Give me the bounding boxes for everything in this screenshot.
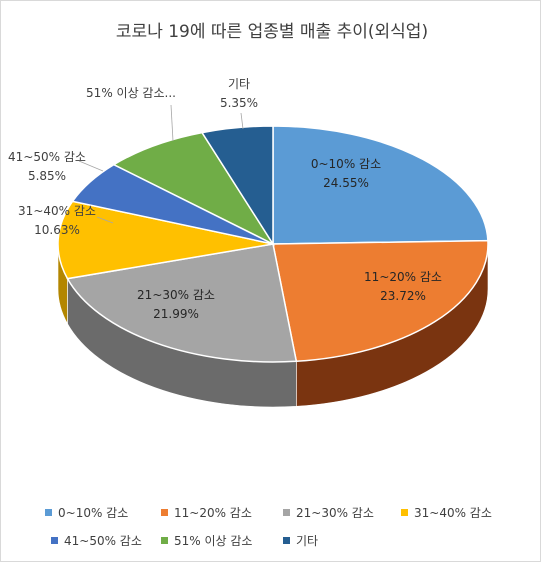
slice-label-21-30-감소: 21~30% 감소	[137, 288, 215, 302]
leader-line	[96, 216, 114, 224]
slice-value-21-30-감소: 21.99%	[153, 307, 199, 321]
legend-label-0-10-감소: 0~10% 감소	[58, 506, 128, 520]
legend-swatch-41-50-감소	[51, 537, 58, 544]
slice-51-이상-감소	[112, 131, 276, 246]
leader-line	[78, 160, 104, 172]
legend-swatch-0-10-감소	[45, 509, 52, 516]
slice-label-41-50-감소: 41~50% 감소	[8, 150, 86, 164]
leader-line	[240, 112, 244, 130]
slice-31-40-감소	[57, 200, 274, 280]
slice-value-31-40-감소: 10.63%	[34, 223, 80, 237]
slice-기타	[200, 125, 274, 247]
slice-value-기타: 5.35%	[220, 96, 258, 110]
legend-label-41-50-감소: 41~50% 감소	[64, 534, 142, 548]
slice-labels: 0~10% 감소 24.55% 11~20% 감소 23.72% 21~30% 감소 21…	[8, 77, 442, 321]
legend-swatch-11-20-감소	[161, 509, 168, 516]
slice-label-0-10-감소: 0~10% 감소	[311, 157, 381, 171]
slice-label-31-40-감소: 31~40% 감소	[18, 204, 96, 218]
slice-21-30-감소	[66, 243, 298, 363]
legend: 0~10% 감소 11~20% 감소 21~30% 감소 31~40% 감소 41~50…	[45, 506, 492, 548]
legend-swatch-51-이상-감소	[161, 537, 168, 544]
chart-title: 코로나 19에 따른 업종별 매출 추이(외식업)	[116, 22, 428, 42]
pie-slices	[57, 125, 489, 363]
legend-label-11-20-감소: 11~20% 감소	[174, 506, 252, 520]
slice-value-0-10-감소: 24.55%	[323, 176, 369, 190]
slice-11-20-감소	[272, 239, 489, 363]
legend-swatch-21-30-감소	[283, 509, 290, 516]
slice-value-11-20-감소: 23.72%	[380, 289, 426, 303]
legend-label-기타: 기타	[296, 534, 318, 548]
slice-label-51-이상-감소: 51% 이상 감소...	[86, 86, 176, 100]
legend-label-21-30-감소: 21~30% 감소	[296, 506, 374, 520]
legend-swatch-31-40-감소	[401, 509, 408, 516]
legend-swatch-기타	[283, 537, 290, 544]
legend-label-51-이상-감소: 51% 이상 감소	[174, 534, 252, 548]
slice-value-41-50-감소: 5.85%	[28, 169, 66, 183]
legend-label-31-40-감소: 31~40% 감소	[414, 506, 492, 520]
slice-0-10-감소	[272, 125, 489, 245]
leader-line	[170, 104, 174, 142]
slice-label-11-20-감소: 11~20% 감소	[364, 270, 442, 284]
slice-label-기타: 기타	[228, 77, 250, 91]
